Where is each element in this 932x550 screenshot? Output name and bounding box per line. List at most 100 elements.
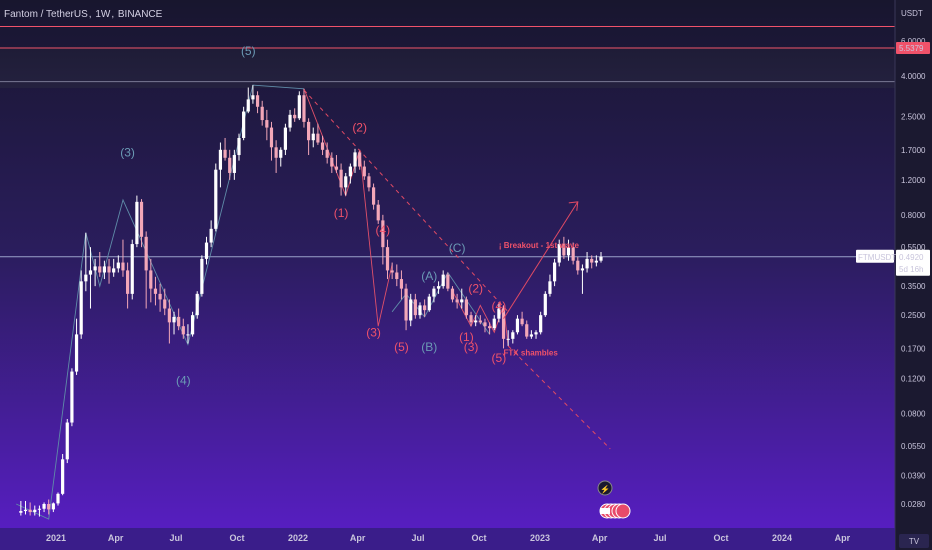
candle <box>464 296 469 319</box>
candle-body <box>126 270 130 294</box>
candle-body <box>506 338 510 340</box>
ticker-tag <box>856 249 894 263</box>
candle <box>525 320 529 339</box>
candle <box>511 330 515 344</box>
candle <box>139 199 144 248</box>
candle <box>130 239 134 300</box>
candle <box>74 318 79 375</box>
candle-body <box>557 244 561 263</box>
candle-body <box>181 326 185 335</box>
candle <box>520 311 524 327</box>
candle-body <box>316 133 320 143</box>
candle-body <box>293 114 297 119</box>
red-wave-label: (5) <box>394 340 409 354</box>
candle <box>450 286 455 303</box>
candle <box>404 283 408 331</box>
candle-body <box>562 244 566 256</box>
header-separator-2: , <box>111 9 117 20</box>
chart-header: Fantom / TetherUS, 1W, BINANCE <box>4 9 163 20</box>
candle-body <box>307 121 311 141</box>
candle-body <box>19 511 23 513</box>
candle <box>548 274 552 297</box>
candle-body <box>539 315 543 333</box>
projection-dashed-line <box>507 345 611 450</box>
flag-icon <box>615 503 631 519</box>
candle-body <box>441 274 445 287</box>
candle <box>61 453 65 496</box>
candle <box>557 239 561 267</box>
candle-body <box>358 152 362 167</box>
candle-body <box>42 504 46 509</box>
candle-body <box>228 157 232 173</box>
candle-body <box>274 147 278 158</box>
flag-icon-stripe <box>600 508 610 514</box>
interval-label[interactable]: 1W <box>95 9 111 20</box>
red-wave-label: (3) <box>464 340 479 354</box>
symbol-name[interactable]: Fantom / TetherUS <box>4 9 88 20</box>
candle-body <box>525 324 529 337</box>
candle-body <box>515 318 520 333</box>
candle-body <box>102 266 106 273</box>
blue-wave-label: (B) <box>421 340 437 354</box>
candle <box>242 106 246 141</box>
candle-body <box>302 95 306 122</box>
candle-body <box>474 320 478 323</box>
candle <box>237 133 241 161</box>
candle-body <box>460 299 464 303</box>
candle <box>288 109 292 132</box>
candle-body <box>501 308 506 339</box>
candle-body <box>190 315 195 335</box>
candle <box>51 502 55 513</box>
candle <box>441 270 445 289</box>
candle-body <box>334 166 339 170</box>
level-price-text: 5.5379 <box>899 44 924 53</box>
candle-body <box>209 228 213 243</box>
candle-body <box>218 149 223 170</box>
candle-body <box>469 315 473 323</box>
candle <box>88 247 93 309</box>
candle <box>28 502 32 516</box>
candle <box>293 108 297 122</box>
candle <box>311 127 315 148</box>
candle-body <box>107 266 111 273</box>
candle-body <box>135 201 139 245</box>
candle-body <box>167 308 171 323</box>
candle <box>65 419 69 464</box>
candle <box>436 281 441 294</box>
candle-body <box>177 316 181 327</box>
red-wave-label: (2) <box>468 282 483 296</box>
candle <box>297 91 301 121</box>
wave-labels: (5) (3) (4) (A) (C) (B) (2) (1) (4) (3) (5) (2) (4) (… <box>120 44 579 387</box>
candle <box>371 183 376 210</box>
time-tick-label: Jul <box>169 533 182 543</box>
candle <box>121 239 125 277</box>
candle-body <box>511 332 515 339</box>
lightning-glyph: ⚡ <box>600 484 610 494</box>
blue-wave-label: (C) <box>449 241 466 255</box>
candle-body <box>33 509 37 513</box>
candle-body <box>450 288 455 300</box>
candle <box>399 270 404 300</box>
candle <box>186 324 190 344</box>
candle-body <box>51 503 55 510</box>
current-price-text: 0.4920 <box>899 253 924 262</box>
candle <box>483 318 487 333</box>
candle <box>269 121 274 161</box>
candle-body <box>70 371 74 423</box>
price-tick-label: 0.0800 <box>901 409 926 418</box>
candle-body <box>432 288 436 297</box>
candle <box>37 505 42 517</box>
candle-body <box>79 281 83 335</box>
candle <box>330 152 334 173</box>
candle <box>190 311 195 337</box>
candle-body <box>260 106 264 121</box>
candle <box>358 149 362 170</box>
price-tick-label: 0.1700 <box>901 344 926 353</box>
candle-body <box>288 114 292 128</box>
time-tick-label: 2023 <box>530 533 550 543</box>
price-tick-label: 0.2500 <box>901 311 926 320</box>
candle <box>260 100 264 126</box>
candle <box>144 231 148 309</box>
candle-body <box>534 332 538 335</box>
